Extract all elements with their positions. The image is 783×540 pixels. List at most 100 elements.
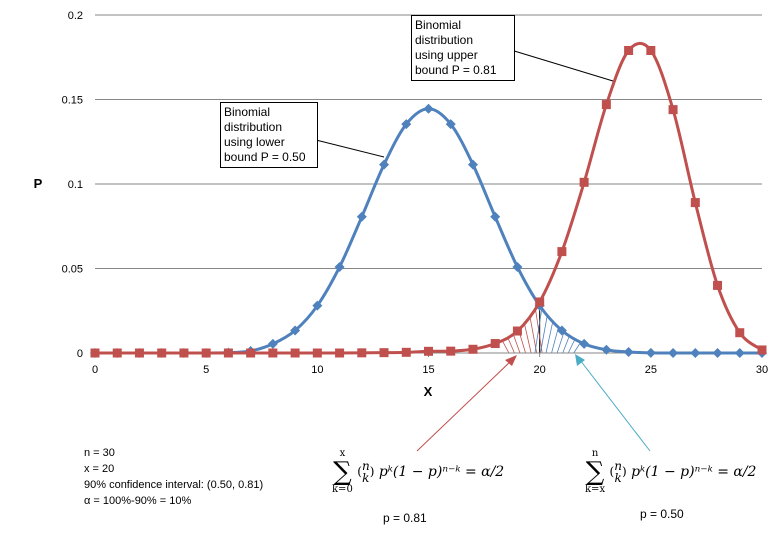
lower-tail-hatch: [551, 326, 559, 354]
series-2-point: [401, 347, 411, 357]
series-2-point: [90, 348, 100, 358]
series-1-point: [512, 261, 523, 272]
callout-leaders: [315, 49, 651, 452]
series-2-point: [668, 105, 678, 115]
series-2-point: [112, 348, 122, 358]
lower-tail-formula: x ∑ k=0 (n k) pᵏ(1 − p)ⁿ⁻ᵏ = α/2: [332, 448, 504, 496]
sum-upper-limit: n: [591, 448, 599, 459]
note-alpha: α = 100%-90% = 10%: [84, 495, 192, 507]
x-tick-label: 5: [203, 364, 209, 376]
note-confidence-interval: 90% confidence interval: (0.50, 0.81): [84, 479, 264, 491]
series-1-point: [490, 211, 501, 222]
x-tick-label: 25: [645, 364, 657, 376]
lower-tail-hatch: [567, 338, 576, 354]
series-2-point: [223, 348, 233, 358]
x-axis-title: X: [424, 384, 433, 399]
upper-tail-hatch: [507, 336, 515, 354]
upper-tail-p-label: p = 0.50: [640, 507, 684, 521]
series-1-point: [712, 348, 723, 358]
series-2-point: [290, 348, 300, 358]
series-1-point: [601, 344, 612, 355]
y-axis-title: P: [34, 176, 43, 191]
series-2-point: [713, 280, 723, 290]
y-tick-label: 0.05: [62, 264, 83, 276]
lower-tail-arrowhead: [505, 355, 517, 366]
series-2-point: [557, 247, 567, 257]
series-1-point: [379, 159, 390, 170]
series-2-line: [95, 41, 763, 355]
upper-tail-arrowhead: [575, 354, 585, 366]
series-layer: [90, 41, 767, 358]
binomial-coefficient: (n k): [357, 459, 375, 485]
series-2-point: [490, 339, 500, 349]
note-x: x = 20: [84, 463, 115, 475]
series-1-point: [690, 348, 701, 358]
formula-body: pᵏ(1 − p)ⁿ⁻ᵏ = α/2: [378, 464, 505, 480]
series-1-point: [356, 211, 367, 222]
series-2-point: [535, 297, 545, 307]
series-1-point: [579, 338, 590, 349]
x-tick-label: 10: [311, 364, 323, 376]
lower-bound-callout: Binomial distribution using lower bound …: [220, 102, 318, 168]
lower-tail-hatch: [556, 331, 565, 354]
y-tick-label: 0.15: [62, 95, 83, 107]
series-2-point: [179, 348, 189, 358]
series-2-point: [157, 348, 167, 358]
x-tick-label: 30: [756, 364, 768, 376]
y-tick-label: 0.2: [68, 10, 83, 22]
upper-tail-arrow: [579, 359, 651, 452]
lower-tail-hatch: [545, 320, 554, 354]
y-tick-label: 0.1: [68, 179, 83, 191]
x-tick-label: 20: [534, 364, 546, 376]
series-1-point: [312, 300, 323, 311]
series-1-point: [334, 261, 345, 272]
series-1-point: [267, 338, 278, 349]
series-2-point: [335, 348, 345, 358]
lower-tail-hatch: [534, 308, 543, 354]
lower-tail-hatch: [540, 314, 548, 354]
upper-tail-formula: n ∑ k=x (n k) pᵏ(1 − p)ⁿ⁻ᵏ = α/2: [585, 448, 756, 496]
series-1-point: [423, 103, 434, 114]
upper-bound-callout: Binomial distribution using upper bound …: [411, 15, 515, 81]
lower-tail-arrow: [416, 359, 513, 452]
series-2-point: [201, 348, 211, 358]
upper-tail-hatch: [501, 339, 510, 354]
binomial-coefficient: (n k): [609, 459, 627, 485]
upper-tail-hatch: [523, 322, 532, 354]
series-2-point: [312, 348, 322, 358]
series-1-point: [401, 119, 412, 130]
x-tick-label: 0: [92, 364, 98, 376]
series-2-point: [468, 344, 478, 354]
sum-lower-limit: k=0: [332, 484, 353, 495]
series-2-point: [424, 346, 433, 356]
series-2-point: [357, 348, 367, 358]
series-2-point: [134, 348, 144, 358]
series-2-point: [690, 198, 700, 208]
series-2-point: [246, 348, 256, 358]
series-1-point: [734, 348, 745, 358]
sum-lower-limit: k=x: [585, 484, 606, 495]
x-tick-label: 15: [422, 364, 434, 376]
sum-upper-limit: x: [339, 448, 346, 459]
series-1-line: [95, 107, 762, 355]
upper-callout-leader: [510, 49, 614, 82]
y-tick-label: 0: [77, 348, 83, 360]
series-2-point: [757, 345, 767, 355]
series-2-point: [579, 177, 589, 187]
series-1-point: [556, 325, 567, 336]
series-2-point: [446, 346, 456, 356]
series-2-point: [601, 100, 611, 110]
series-1-point: [623, 346, 634, 357]
series-2-point: [379, 348, 389, 358]
series-2-point: [624, 45, 634, 55]
lower-callout-leader: [315, 139, 385, 158]
series-2-point: [268, 348, 278, 358]
note-n: n = 30: [84, 447, 115, 459]
lower-tail-hatch: [562, 335, 571, 354]
series-1-point: [445, 119, 456, 130]
series-2-point: [512, 326, 522, 336]
sigma-symbol: ∑: [333, 457, 352, 487]
lower-tail-p-label: p = 0.81: [383, 511, 427, 525]
parameter-notes: n = 30 x = 20 90% confidence interval: (…: [84, 445, 263, 509]
